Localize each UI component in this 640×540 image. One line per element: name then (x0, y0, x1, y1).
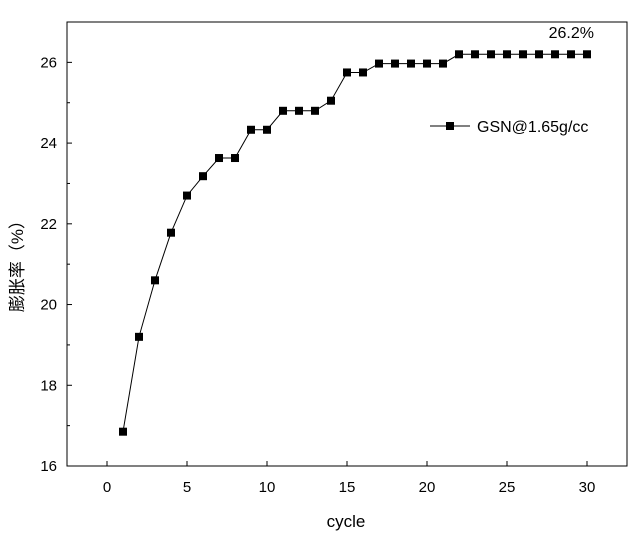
data-point (247, 125, 255, 134)
data-point (407, 59, 415, 68)
data-point (535, 50, 543, 59)
data-point (327, 96, 335, 105)
x-tick-label: 10 (259, 479, 276, 496)
y-tick-label: 24 (40, 135, 57, 152)
x-tick-label: 25 (499, 479, 516, 496)
legend: GSN@1.65g/cc (430, 119, 588, 136)
data-point (455, 50, 463, 59)
data-point (359, 68, 367, 77)
data-point (391, 59, 399, 68)
plot-frame (66, 21, 628, 467)
data-point (295, 106, 303, 115)
data-point (519, 50, 527, 59)
data-point (167, 228, 175, 237)
data-point (199, 172, 207, 181)
data-point (583, 50, 591, 59)
legend-marker-swatch (446, 122, 454, 130)
data-point (375, 59, 383, 68)
y-axis-ticks: 16 18 20 22 24 26 (40, 21, 72, 475)
data-point (215, 154, 223, 163)
x-tick-label: 30 (579, 479, 596, 496)
data-point (439, 59, 447, 68)
data-point (503, 50, 511, 59)
data-point (343, 68, 351, 77)
data-point (423, 59, 431, 68)
data-point (471, 50, 479, 59)
y-axis-title: 膨胀率（%） (8, 212, 27, 312)
data-point (119, 427, 127, 436)
legend-label: GSN@1.65g/cc (477, 119, 588, 136)
x-axis-title: cycle (327, 512, 366, 531)
data-point (231, 154, 239, 163)
x-tick-label: 15 (339, 479, 356, 496)
x-tick-label: 0 (103, 479, 111, 496)
data-point (567, 50, 575, 59)
data-point (263, 125, 271, 134)
data-point (311, 106, 319, 115)
x-axis-ticks: 0 5 10 15 20 25 30 (103, 461, 596, 496)
x-tick-label: 5 (183, 479, 191, 496)
max-value-annotation: 26.2% (549, 25, 594, 42)
data-point (151, 276, 159, 285)
data-point (183, 191, 191, 200)
x-tick-label: 20 (419, 479, 436, 496)
y-tick-label: 16 (40, 458, 57, 475)
y-tick-label: 20 (40, 297, 57, 314)
series-markers (119, 50, 591, 436)
y-tick-label: 18 (40, 377, 57, 394)
y-tick-label: 26 (40, 54, 57, 71)
y-tick-label: 22 (40, 216, 57, 233)
data-point (551, 50, 559, 59)
data-point (135, 332, 143, 341)
series-line (122, 53, 587, 432)
data-point (487, 50, 495, 59)
data-point (279, 106, 287, 115)
